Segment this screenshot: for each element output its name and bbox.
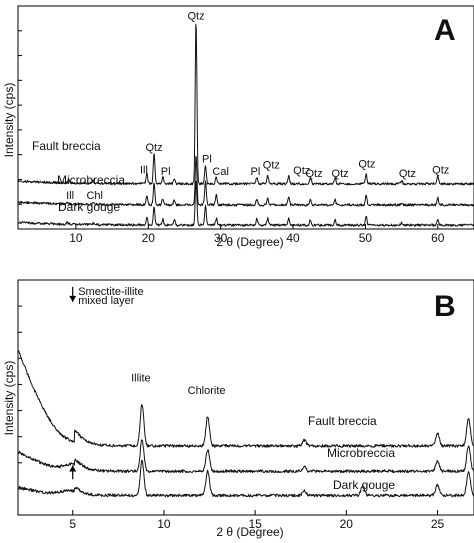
panel-a-annotation-cal: Cal <box>212 166 229 178</box>
panel-b-letter: B <box>434 290 456 323</box>
panel-a-annotation-chl: Chl <box>86 190 103 202</box>
panel-a-annotation-qtz: Qtz <box>293 165 310 177</box>
panel-a-series-label-microbreccia: Microbreccia <box>57 173 125 187</box>
panel-a-letter: A <box>434 14 456 47</box>
panel-a-annotation-pl: Pl <box>161 166 171 178</box>
panel-a-x-tick-label-50: 50 <box>359 231 373 245</box>
panel-b-labels: Fault breccia Microbreccia Dark gouge Smect… <box>69 286 395 492</box>
panel-a-annotation-pl: Pl <box>251 166 261 178</box>
panel-a-y-axis-title: Intensity (cps) <box>2 83 16 158</box>
panel-b-x-tick-label-15: 15 <box>248 517 262 531</box>
panel-b-series-label-fault-breccia: Fault breccia <box>308 414 377 428</box>
panel-a-traces <box>17 23 474 227</box>
panel-b-series-label-microbreccia: Microbreccia <box>327 446 395 460</box>
panel-a-x-axis-title: 2 θ (Degree) <box>216 235 283 249</box>
panel-a-series-dark-gouge <box>17 180 474 227</box>
panel-b-series-label-dark-gouge: Dark gouge <box>333 478 395 492</box>
panel-b-x-tick-label-10: 10 <box>157 517 171 531</box>
panel-b-x-tick-label-5: 5 <box>69 517 76 531</box>
panel-a-annotation-qtz: Qtz <box>432 164 449 176</box>
panel-b: B Intensity (cps) 2 θ (Degree) 5 10 15 20 25… <box>2 279 474 539</box>
panel-b-annotation-chlorite: Chlorite <box>188 385 226 397</box>
panel-b-ticks: 5 10 15 20 25 <box>18 305 445 531</box>
panel-b-series-dark-gouge <box>17 459 474 498</box>
panel-a-annotation-ill: Ill <box>66 190 74 202</box>
panel-a-annotation-pl: Pl <box>202 154 212 166</box>
panel-b-series-fault-breccia <box>17 349 474 448</box>
panel-a-x-tick-label-10: 10 <box>69 231 83 245</box>
panel-b-annotation-smectite-illite: Smectite-illite <box>78 286 143 298</box>
panel-b-y-axis-title: Intensity (cps) <box>2 361 16 436</box>
panel-a-annotation-qtz: Qtz <box>305 168 322 180</box>
panel-b-series-microbreccia <box>17 439 474 474</box>
panel-b-frame <box>17 279 474 516</box>
panel-a-annotation-qtz: Qtz <box>263 159 280 171</box>
panel-a-x-tick-label-40: 40 <box>286 231 300 245</box>
panel-a-annotation-ill: Ill <box>140 164 148 176</box>
panel-a-x-tick-label-20: 20 <box>142 231 156 245</box>
panel-b-x-tick-label-20: 20 <box>340 517 354 531</box>
panel-b-arrow-up-icon <box>69 465 77 480</box>
panel-a-frame <box>17 5 474 230</box>
panel-a: A Intensity (cps) 2 θ (Degree) 10 20 30 40 5… <box>2 5 474 249</box>
panel-b-traces <box>17 349 474 498</box>
panel-a-series-fault-breccia <box>17 23 474 186</box>
panel-a-annotation-qtz: Qtz <box>399 168 416 180</box>
panel-a-annotation-qtz: Qtz <box>332 168 349 180</box>
panel-a-x-tick-label-30: 30 <box>214 231 228 245</box>
panel-b-arrow-down-icon <box>69 286 77 302</box>
panel-a-x-tick-label-60: 60 <box>431 231 445 245</box>
panel-a-ticks: 10 20 30 40 50 60 <box>18 30 445 245</box>
panel-a-annotation-qtz: Qtz <box>146 142 163 154</box>
panel-a-series-label-dark-gouge: Dark gouge <box>58 200 120 214</box>
panel-b-annotation-mixed-layer: mixed layer <box>78 295 135 307</box>
panel-a-series-microbreccia <box>17 155 474 207</box>
panel-b-annotation-illite: Illite <box>131 372 151 384</box>
panel-a-annotation-qtz: Qtz <box>187 10 204 22</box>
panel-a-series-label-fault-breccia: Fault breccia <box>32 139 101 153</box>
panel-b-x-tick-label-25: 25 <box>431 517 445 531</box>
panel-b-x-axis-title: 2 θ (Degree) <box>216 525 283 539</box>
panel-a-annotation-qtz: Qtz <box>358 158 375 170</box>
